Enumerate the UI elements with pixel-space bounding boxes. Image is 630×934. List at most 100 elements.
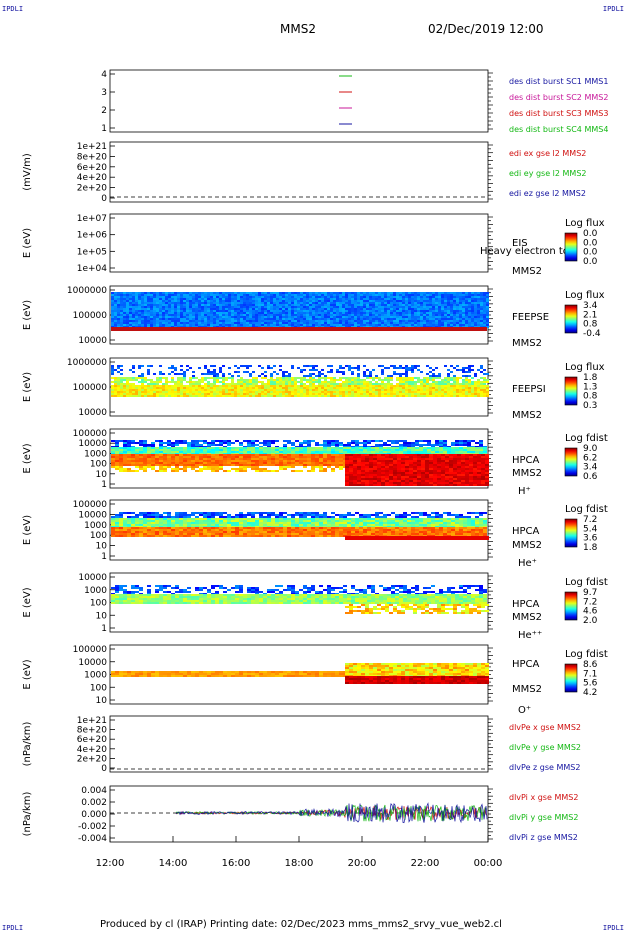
feepsi-cell (318, 391, 321, 393)
feepsi-cell (198, 385, 201, 387)
feepsi-cell (303, 365, 306, 367)
hpca-h-cell (307, 447, 311, 449)
feepse-cell (210, 306, 213, 308)
feepse-cell (198, 322, 201, 324)
hpca-h-cell (195, 462, 199, 464)
feepsi-cell (225, 385, 228, 387)
feepsi-cell (117, 371, 120, 373)
feepsi-cell (204, 395, 207, 397)
feepse-cell (228, 296, 231, 298)
feepsi-cell (327, 391, 330, 393)
feepse-cell (285, 324, 288, 326)
feepse-cell (192, 298, 195, 300)
hpca-h-cell (151, 444, 155, 446)
hpca-h-cell (239, 460, 243, 462)
hpca-h-cell (311, 447, 315, 449)
feepse-cell (132, 298, 135, 300)
feepsi-cell (252, 387, 255, 389)
feepsi-cell (312, 395, 315, 397)
hpca-h-cell (131, 456, 135, 458)
hpca-h-cell (259, 456, 263, 458)
feepse-cell (135, 304, 138, 306)
feepsi-cell (147, 393, 150, 395)
feepse-cell (477, 304, 480, 306)
hpca-h-cell (411, 444, 415, 446)
feepsi-cell (171, 393, 174, 395)
feepse-cell (444, 298, 447, 300)
feepse-cell (342, 306, 345, 308)
feepse-cell (324, 320, 327, 322)
feepsi-cell (207, 369, 210, 371)
feepse-cell (417, 308, 420, 310)
spacecraft-label: MMS2 (512, 338, 542, 349)
feepsi-cell (372, 393, 375, 395)
feepse-cell (378, 318, 381, 320)
hpca-h-cell (279, 464, 283, 466)
colorbar (564, 304, 578, 334)
feepse-cell (333, 316, 336, 318)
feepse-cell (429, 292, 432, 294)
feepsi-cell (378, 387, 381, 389)
feepse-cell (312, 298, 315, 300)
feepse-cell (354, 322, 357, 324)
feepsi-cell (177, 383, 180, 385)
feepse-cell (342, 310, 345, 312)
hpca-h-cell (115, 440, 119, 442)
feepse-cell (210, 308, 213, 310)
feepse-cell (174, 302, 177, 304)
hpca-h-cell (163, 442, 167, 444)
hpca-h-cell (451, 447, 455, 449)
feepsi-cell (444, 393, 447, 395)
feepse-cell (273, 292, 276, 294)
hpca-h-cell (147, 444, 151, 446)
feepse-cell (183, 316, 186, 318)
feepse-cell (327, 316, 330, 318)
hpca-h-cell (119, 451, 123, 453)
hpca-h-cell (459, 447, 463, 449)
feepse-cell (393, 322, 396, 324)
hpca-h-cell (427, 449, 431, 451)
feepsi-cell (177, 379, 180, 381)
feepse-cell (249, 300, 252, 302)
feepse-cell (225, 312, 228, 314)
feepse-cell (468, 294, 471, 296)
feepsi-cell (459, 387, 462, 389)
feepse-cell (159, 314, 162, 316)
feepsi-cell (366, 381, 369, 383)
feepsi-cell (363, 375, 366, 377)
feepsi-cell (273, 395, 276, 397)
legend-entry: edi ey gse l2 MMS2 (509, 169, 587, 178)
hpca-h-cell (263, 460, 267, 462)
feepse-cell (384, 304, 387, 306)
hpca-h-cell (243, 451, 247, 453)
hpca-h-cell (131, 460, 135, 462)
hpca-h-cell (283, 462, 287, 464)
feepsi-cell (159, 385, 162, 387)
feepse-cell (111, 327, 487, 331)
feepsi-cell (210, 373, 213, 375)
feepse-cell (228, 294, 231, 296)
feepsi-cell (147, 395, 150, 397)
feepsi-cell (315, 387, 318, 389)
feepsi-cell (192, 395, 195, 397)
hpca-h-cell (159, 440, 163, 442)
feepsi-cell (420, 393, 423, 395)
feepsi-cell (426, 393, 429, 395)
feepse-cell (378, 322, 381, 324)
feepsi-cell (126, 387, 129, 389)
feepse-cell (426, 310, 429, 312)
feepse-cell (219, 318, 222, 320)
feepsi-cell (390, 379, 393, 381)
feepsi-cell (219, 389, 222, 391)
hpca-h-cell (235, 451, 239, 453)
feepsi-cell (261, 377, 264, 379)
feepsi-cell (270, 377, 273, 379)
feepse-cell (282, 298, 285, 300)
feepse-cell (267, 318, 270, 320)
feepse-cell (459, 316, 462, 318)
legend-entry: dlvPe z gse MMS2 (509, 763, 580, 772)
hpca-h-cell (223, 464, 227, 466)
hpca-h-cell (219, 444, 223, 446)
feepsi-cell (429, 371, 432, 373)
feepsi-cell (276, 393, 279, 395)
